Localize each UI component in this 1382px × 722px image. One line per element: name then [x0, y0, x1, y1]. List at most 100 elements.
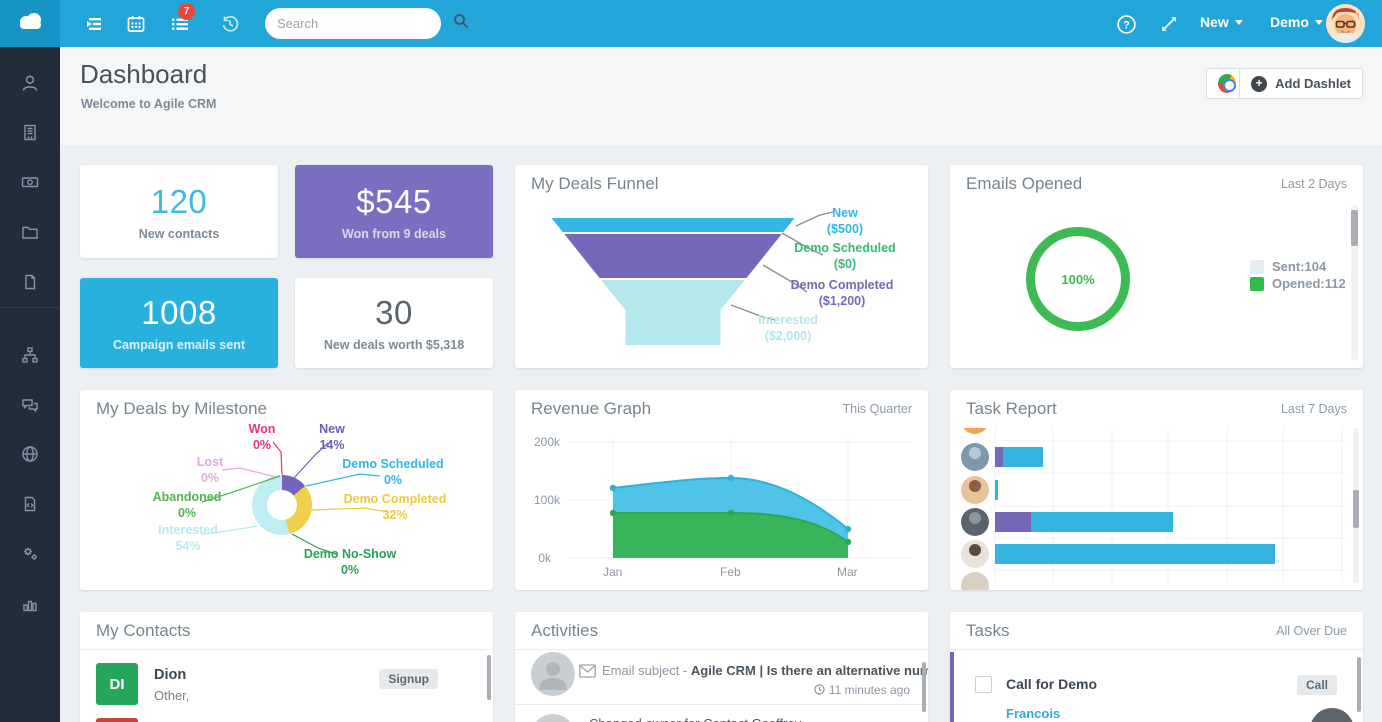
- emails-donut-chart[interactable]: 100%: [1026, 227, 1130, 331]
- dashlet-tasks: Tasks All Over Due Call for Demo Call Fr…: [950, 612, 1363, 722]
- ytick-100k: 100k: [533, 493, 560, 507]
- stat-value: $545: [356, 182, 432, 220]
- cloud-logo-icon: [15, 10, 45, 37]
- campaigns-icon[interactable]: [20, 345, 40, 365]
- funnel-label-interested: Interested ($2,000): [758, 313, 818, 343]
- chat-icon[interactable]: [20, 395, 40, 415]
- legend-opened[interactable]: Opened:112: [1250, 276, 1346, 291]
- dashlet-task-report: Task Report Last 7 Days: [950, 390, 1363, 590]
- stat-label: Campaign emails sent: [113, 338, 245, 352]
- scrollbar-thumb[interactable]: [1351, 210, 1358, 246]
- task-avatar: [1310, 708, 1354, 722]
- reports-icon[interactable]: [20, 594, 40, 614]
- history-icon[interactable]: [218, 12, 242, 36]
- ms-label-demo-completed: Demo Completed 32%: [343, 492, 447, 522]
- notifications-icon[interactable]: [168, 12, 192, 36]
- dashlet-range[interactable]: All Over Due: [1276, 623, 1347, 638]
- documents-icon[interactable]: [20, 222, 40, 242]
- scrollbar-track[interactable]: [1351, 205, 1358, 360]
- activity-time: 11 minutes ago: [814, 683, 910, 697]
- contact-subtitle: Other,: [154, 688, 190, 703]
- legend-sent[interactable]: Sent:104: [1250, 259, 1326, 274]
- stat-new-deals[interactable]: 30 New deals worth $5,318: [295, 278, 493, 368]
- ms-label-new: New 14%: [319, 422, 345, 452]
- sidebar-divider: [0, 307, 60, 308]
- forms-icon[interactable]: [20, 494, 40, 514]
- dashlet-title: My Deals by Milestone: [96, 399, 268, 418]
- stat-new-contacts[interactable]: 120 New contacts: [80, 165, 278, 258]
- contact-avatar: DI: [96, 663, 138, 705]
- dashlet-range[interactable]: Last 7 Days: [1280, 402, 1347, 416]
- new-menu[interactable]: New: [1200, 14, 1243, 30]
- help-icon[interactable]: ?: [1114, 12, 1138, 36]
- dashlet-range[interactable]: Last 2 Days: [1280, 177, 1347, 191]
- dashlet-title: Task Report: [966, 399, 1057, 418]
- add-dashlet-button[interactable]: + Add Dashlet: [1239, 68, 1363, 99]
- task-contact-link[interactable]: Francois: [1006, 706, 1061, 721]
- dashlet-title: My Deals Funnel: [531, 174, 659, 193]
- funnel-label-demo-completed: Demo Completed ($1,200): [790, 278, 894, 308]
- ytick-200k: 200k: [533, 435, 560, 449]
- milestone-connectors: [201, 441, 389, 555]
- scrollbar-thumb[interactable]: [1357, 657, 1361, 712]
- ms-label-won: Won 0%: [248, 422, 276, 452]
- menu-icon[interactable]: [82, 12, 106, 36]
- chevron-down-icon: [1234, 19, 1243, 25]
- contact-name[interactable]: Dion: [154, 667, 187, 683]
- user-menu[interactable]: Demo: [1270, 14, 1323, 30]
- stat-value: 120: [150, 182, 208, 220]
- revenue-area-chart[interactable]: [515, 390, 928, 590]
- xtick-mar: Mar: [837, 565, 858, 579]
- scrollbar-thumb[interactable]: [487, 655, 491, 700]
- activity-avatar: [531, 714, 575, 722]
- search-bar[interactable]: [265, 8, 469, 39]
- user-menu-label: Demo: [1270, 14, 1309, 30]
- search-input[interactable]: [277, 16, 453, 31]
- donut-center-label: 100%: [1061, 271, 1095, 287]
- task-report-bars: [995, 447, 1275, 564]
- ms-label-abandoned: Abandoned 0%: [152, 490, 222, 520]
- user-avatar[interactable]: [1326, 4, 1365, 43]
- stat-label: New contacts: [138, 226, 220, 241]
- expand-icon[interactable]: [1157, 12, 1181, 36]
- ytick-0k: 0k: [538, 551, 551, 565]
- stat-won-deals[interactable]: $545 Won from 9 deals: [295, 165, 493, 258]
- task-title[interactable]: Call for Demo: [1006, 676, 1098, 692]
- contact-tag-badge[interactable]: Signup: [379, 669, 438, 689]
- stat-value: 30: [375, 294, 413, 331]
- search-icon[interactable]: [453, 13, 469, 34]
- chevron-down-icon: [1314, 19, 1323, 25]
- add-dashlet-label: Add Dashlet: [1275, 76, 1351, 91]
- dashlet-deals-by-milestone: My Deals by Milestone Won 0% New 14% Lost 0…: [80, 390, 493, 590]
- funnel-chart[interactable]: [515, 165, 928, 368]
- clock-icon: [814, 684, 826, 695]
- calendar-icon[interactable]: [124, 12, 148, 36]
- scrollbar-thumb[interactable]: [1353, 490, 1359, 528]
- dashlet-range[interactable]: This Quarter: [842, 402, 912, 416]
- legend-swatch: [1250, 259, 1264, 274]
- web-icon[interactable]: [20, 444, 40, 464]
- task-checkbox[interactable]: [975, 676, 992, 693]
- dashlet-title: Emails Opened: [966, 174, 1083, 193]
- scrollbar-thumb[interactable]: [922, 662, 926, 712]
- milestone-donut-chart[interactable]: [252, 475, 312, 535]
- deals-icon[interactable]: [20, 172, 40, 192]
- chrome-icon: [1218, 74, 1236, 93]
- task-type-badge: Call: [1296, 675, 1337, 695]
- ms-label-demo-no-show: Demo No-Show 0%: [303, 547, 397, 577]
- notification-badge[interactable]: 7: [178, 3, 195, 20]
- dashlet-my-contacts: My Contacts DI Dion Other, Signup: [80, 612, 493, 722]
- stat-campaign-emails[interactable]: 1008 Campaign emails sent: [80, 278, 278, 368]
- notes-icon[interactable]: [20, 272, 40, 292]
- contacts-icon[interactable]: [20, 73, 40, 93]
- dashlet-title: Activities: [531, 620, 599, 640]
- svg-text:?: ?: [1123, 19, 1130, 31]
- legend-swatch: [1250, 276, 1264, 291]
- settings-icon[interactable]: [20, 543, 40, 563]
- companies-icon[interactable]: [20, 122, 40, 142]
- xtick-feb: Feb: [720, 565, 741, 579]
- app-logo[interactable]: [0, 0, 60, 47]
- dashlet-revenue-graph: Revenue Graph This Quarter: [515, 390, 928, 590]
- task-report-avatars: [961, 406, 989, 590]
